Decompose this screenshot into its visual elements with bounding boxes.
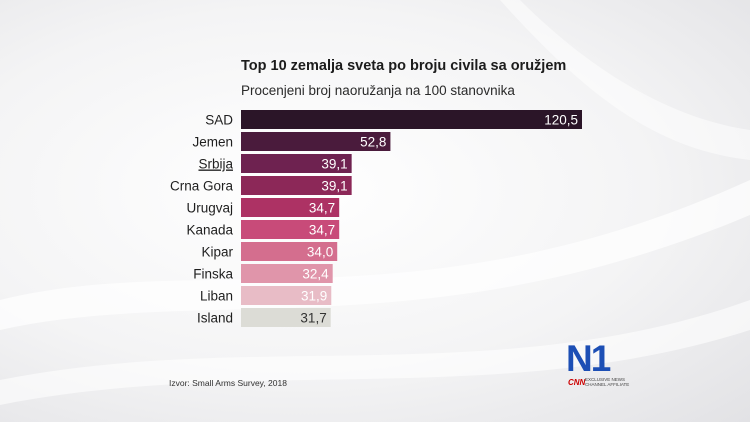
bar-urugvaj [241,198,340,217]
category-label-kipar: Kipar [201,245,233,260]
category-label-liban: Liban [200,289,233,304]
chart-title: Top 10 zemalja sveta po broju civila sa … [241,58,567,74]
category-label-crna-gora: Crna Gora [170,179,234,194]
n1-logo-text: N1 [566,338,611,379]
value-label-finska: 32,4 [302,267,329,282]
category-label-island: Island [197,311,233,326]
affiliate-note: EXCLUSIVE NEWS CHANNEL AFFILIATE [585,377,630,387]
category-label-srbija: Srbija [198,157,233,172]
bar-island [241,308,331,327]
bar-jemen [241,132,391,151]
cnn-logo-text: CNN [568,378,586,387]
source-note: Izvor: Small Arms Survey, 2018 [169,378,287,388]
category-label-sad: SAD [205,113,233,128]
value-label-jemen: 52,8 [360,135,386,150]
value-label-kipar: 34,0 [307,245,333,260]
bar-kanada [241,220,340,239]
bar-liban [241,286,332,305]
value-label-sad: 120,5 [544,113,578,128]
n1-cnn-logo: N1 CNN EXCLUSIVE NEWS CHANNEL AFFILIATE [566,340,636,392]
category-label-jemen: Jemen [192,135,233,150]
bar-sad [241,110,582,129]
chart-subtitle: Procenjeni broj naoružanja na 100 stanov… [241,83,515,98]
bar-finska [241,264,333,283]
category-label-urugvaj: Urugvaj [186,201,233,216]
bar-srbija [241,154,352,173]
category-label-finska: Finska [193,267,233,282]
value-label-island: 31,7 [300,311,326,326]
category-label-kanada: Kanada [186,223,233,238]
value-label-liban: 31,9 [301,289,327,304]
value-label-urugvaj: 34,7 [309,201,335,216]
value-label-srbija: 39,1 [321,157,347,172]
bar-crna-gora [241,176,352,195]
value-label-crna-gora: 39,1 [321,179,347,194]
value-label-kanada: 34,7 [309,223,335,238]
bar-kipar [241,242,338,261]
